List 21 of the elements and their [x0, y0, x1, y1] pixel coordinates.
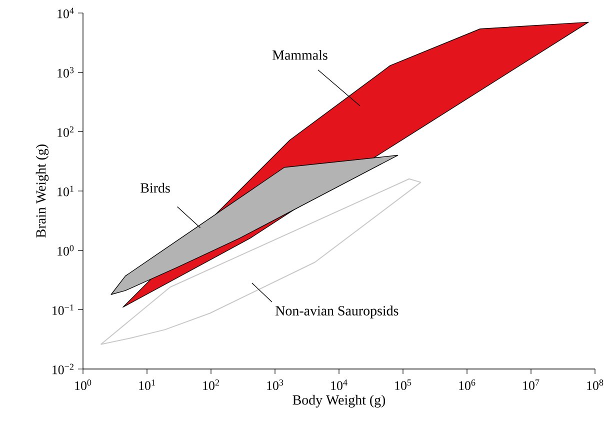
x-tick-label: 10$^{2}$ [203, 380, 219, 390]
y-axis-title: Brain Weight (g) [36, 144, 49, 238]
x-tick-label: 10$^{0}$ [75, 380, 92, 390]
x-tick-label: 10$^{8}$ [587, 380, 604, 390]
annotation: Birds [140, 182, 170, 193]
y-tick-label: 10$^{1}$ [58, 186, 74, 196]
x-tick-label: 10$^{6}$ [459, 380, 476, 390]
annotation: Non-avian Sauropsids [276, 306, 398, 318]
x-axis-title: Body Weight (g) [292, 394, 386, 408]
x-tick-label: 10$^{4}$ [331, 380, 348, 390]
y-tick-label: 10$^{4}$ [58, 8, 74, 18]
y-tick-label: 10$^{2}$ [58, 126, 74, 137]
y-tick-label: 10$^{3}$ [58, 67, 74, 78]
x-tick-label: 10$^{5}$ [395, 380, 412, 390]
y-tick-label: 10$^{−1}$ [52, 304, 74, 315]
x-tick-label: 10$^{3}$ [267, 380, 284, 390]
y-tick-label: 10$^{−2}$ [52, 364, 74, 374]
annotation: Mammals [272, 50, 328, 60]
y-tick-label: 10$^{0}$ [58, 245, 74, 256]
x-tick-label: 10$^{1}$ [139, 380, 155, 390]
x-tick-label: 10$^{7}$ [523, 380, 540, 390]
